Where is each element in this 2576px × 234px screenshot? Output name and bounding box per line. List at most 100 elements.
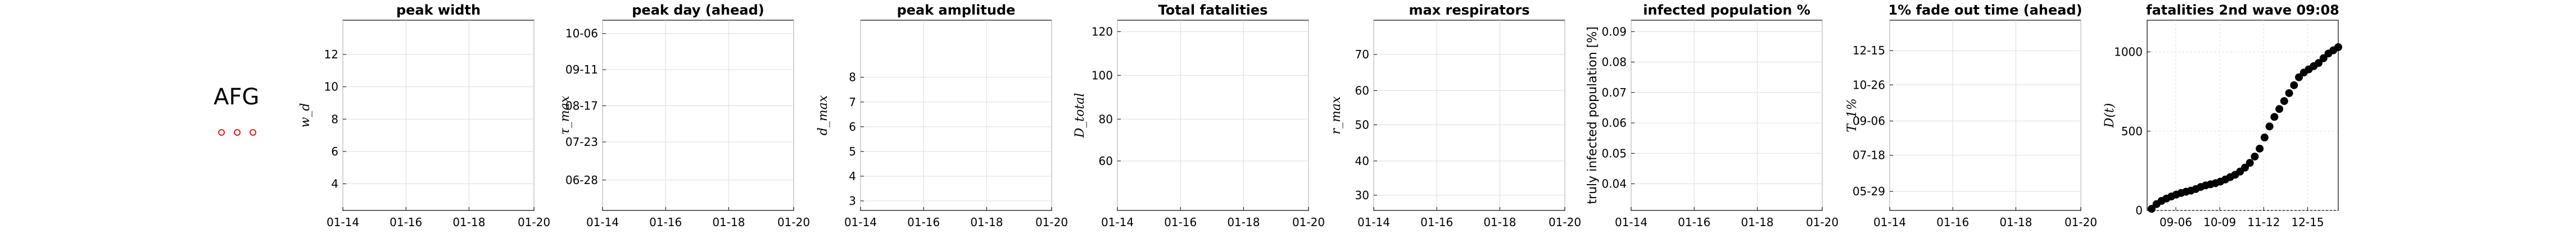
panel-1-xtick-label: 01-20 xyxy=(518,215,550,229)
panel-3-ytick-label: 7 xyxy=(849,95,856,109)
panel-4-xtick-label: 01-14 xyxy=(1101,215,1134,229)
panel-7-xtick-label: 01-18 xyxy=(1999,215,2032,229)
panel-1-title: peak width xyxy=(396,2,481,18)
panel-2-title: peak day (ahead) xyxy=(632,2,764,18)
panel-8-data-point xyxy=(2290,81,2298,89)
panel-1-xtick-label: 01-18 xyxy=(452,215,485,229)
panel-8-ytick-label: 1000 xyxy=(2114,45,2143,59)
panel-4-ytick-label: 120 xyxy=(1092,25,1113,38)
marker-circle-2 xyxy=(234,129,241,136)
panel-8-data-point xyxy=(2285,89,2293,97)
country-label-area: AFG xyxy=(214,84,281,136)
panel-8-title: fatalities 2nd wave 09:08 xyxy=(2146,2,2339,18)
panel-8-data-point xyxy=(2295,73,2303,81)
panel-3-ytick-label: 8 xyxy=(849,71,856,84)
panel-5-ytick-label: 30 xyxy=(1355,189,1369,202)
panel-5-ytick-label: 60 xyxy=(1355,84,1369,97)
panel-3-ytick-label: 4 xyxy=(849,169,856,183)
panel-5-xtick-label: 01-20 xyxy=(1549,215,1581,229)
panel-3-ylabel: d_max xyxy=(816,95,830,135)
panel-8-data-point xyxy=(2275,105,2284,113)
panel-2-xtick-label: 01-16 xyxy=(649,215,682,229)
marker-legend xyxy=(214,129,281,136)
panel-4-xtick-label: 01-18 xyxy=(1227,215,1260,229)
panel-6-xtick-label: 01-20 xyxy=(1806,215,1839,229)
panel-3-xtick-label: 01-18 xyxy=(970,215,1003,229)
panel-3-ytick-label: 6 xyxy=(849,120,856,134)
panel-8-data-point xyxy=(2260,134,2269,142)
panel-6-ytick-label: 0.05 xyxy=(1601,146,1627,160)
panel-8-xtick-label: 11-12 xyxy=(2247,215,2280,229)
panel-1-ytick-label: 8 xyxy=(331,112,338,126)
panel-8-data-point xyxy=(2280,97,2288,105)
panel-3-xtick-label: 01-14 xyxy=(844,215,877,229)
panel-8-xtick-label: 12-15 xyxy=(2292,215,2324,229)
marker-circle-3 xyxy=(250,129,256,136)
panel-1-ytick-label: 6 xyxy=(331,145,338,158)
panel-2-xtick-label: 01-14 xyxy=(586,215,619,229)
panel-6-xtick-label: 01-14 xyxy=(1615,215,1647,229)
panel-5-xtick-label: 01-18 xyxy=(1483,215,1516,229)
panel-8-data-point xyxy=(2315,59,2323,67)
panel-7-frame xyxy=(1889,20,2081,211)
panel-1-xtick-label: 01-14 xyxy=(327,215,359,229)
panel-6-ylabel: truly infected population [%] xyxy=(1586,26,1600,204)
panel-4-ytick-label: 100 xyxy=(1092,68,1113,82)
marker-circle-1 xyxy=(218,129,225,136)
panel-2-ytick-label: 10-06 xyxy=(565,27,598,40)
panel-3-frame xyxy=(860,20,1052,211)
panel-6-ytick-label: 0.09 xyxy=(1601,25,1627,38)
panel-4-ylabel: D_total xyxy=(1073,93,1087,139)
panel-8-data-point xyxy=(2241,163,2249,172)
panel-4-frame xyxy=(1117,20,1309,211)
panel-2-ytick-label: 09-11 xyxy=(565,63,598,76)
panel-7-ytick-label: 10-26 xyxy=(1853,78,1885,91)
panel-8-data-point xyxy=(2245,159,2254,167)
panel-6-ytick-label: 0.08 xyxy=(1601,56,1627,69)
panel-6-ytick-label: 0.06 xyxy=(1601,116,1627,130)
panel-3-xtick-label: 01-20 xyxy=(1035,215,1068,229)
panel-8-data-point xyxy=(2251,152,2259,160)
panel-8-data-point xyxy=(2270,113,2279,121)
panel-2-ytick-label: 08-17 xyxy=(565,99,598,113)
panel-6-frame xyxy=(1631,20,1823,211)
panel-8-data-point xyxy=(2256,144,2264,153)
panel-3-ytick-label: 3 xyxy=(849,194,856,208)
panel-4-xtick-label: 01-20 xyxy=(1292,215,1325,229)
panel-6-xtick-label: 01-18 xyxy=(1741,215,1773,229)
panel-8-ylabel: D(t) xyxy=(2103,103,2117,129)
panel-6-title: infected population % xyxy=(1643,2,1810,18)
panel-2-ylabel: τ_max xyxy=(558,95,572,135)
panel-8-data-point xyxy=(2148,205,2156,213)
panel-7-ytick-label: 09-06 xyxy=(1853,114,1885,128)
panel-8-xtick-label: 10-09 xyxy=(2203,215,2236,229)
panel-3-ytick-label: 5 xyxy=(849,145,856,158)
panel-4-xtick-label: 01-16 xyxy=(1164,215,1197,229)
panel-8-data-point xyxy=(2265,122,2274,131)
panel-6-ytick-label: 0.07 xyxy=(1601,86,1627,99)
panel-3-xtick-label: 01-16 xyxy=(907,215,940,229)
panel-1-frame xyxy=(342,20,535,211)
panel-5-ytick-label: 70 xyxy=(1355,48,1369,61)
panel-8-ytick-label: 500 xyxy=(2121,125,2143,138)
panel-7-ytick-label: 05-29 xyxy=(1853,185,1885,198)
panel-4-ytick-label: 80 xyxy=(1099,112,1113,126)
panel-6-xtick-label: 01-16 xyxy=(1678,215,1710,229)
panel-2-xtick-label: 01-18 xyxy=(712,215,745,229)
panel-8-ytick-label: 0 xyxy=(2135,204,2143,217)
panel-2-ytick-label: 06-28 xyxy=(565,173,598,187)
panel-2-xtick-label: 01-20 xyxy=(777,215,810,229)
panel-5-ylabel: r_max xyxy=(1329,96,1343,134)
panel-4-ytick-label: 60 xyxy=(1099,154,1113,168)
panel-5-xtick-label: 01-14 xyxy=(1357,215,1390,229)
panel-5-title: max respirators xyxy=(1409,2,1530,18)
panel-7-ytick-label: 12-15 xyxy=(1853,44,1885,57)
panel-5-xtick-label: 01-16 xyxy=(1420,215,1453,229)
panel-7-xtick-label: 01-20 xyxy=(2065,215,2097,229)
panel-7-xtick-label: 01-16 xyxy=(1936,215,1969,229)
panel-1-ylabel: w_d xyxy=(298,103,313,128)
panel-1-ytick-label: 10 xyxy=(324,80,338,94)
panel-8-data-point xyxy=(2334,43,2342,52)
panel-7-ylabel: T_1% xyxy=(1845,98,1859,132)
panel-1-ytick-label: 4 xyxy=(331,177,338,191)
